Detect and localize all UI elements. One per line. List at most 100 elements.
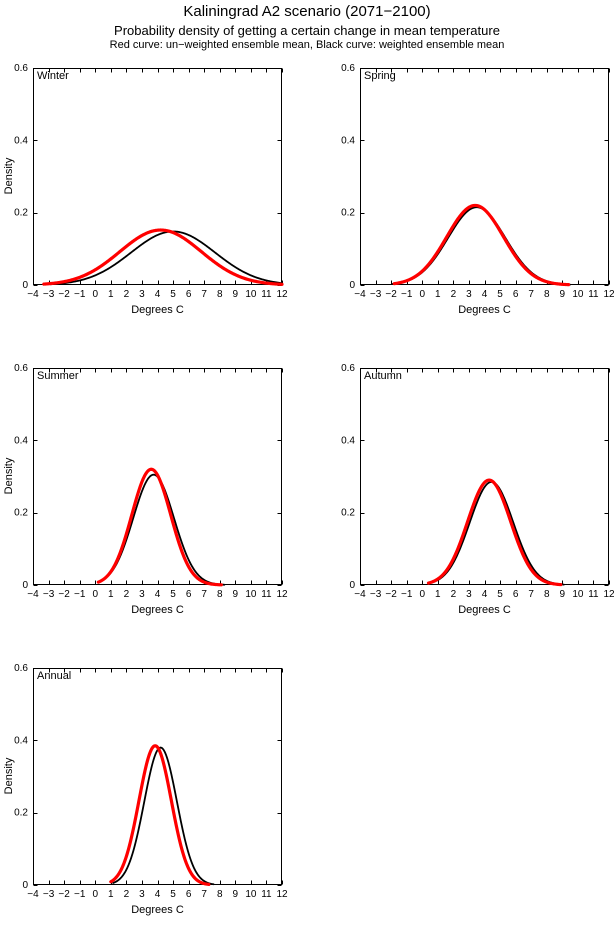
x-axis-label: Degrees C [131,304,184,316]
x-tick-label: 3 [139,589,145,600]
panel-annual: −4 −3 −2 −1 0 1 2 3 4 5 6 7 8 9 10 11 12 0 0.2 0.4 0.6 Annua… [3,663,288,916]
y-tick-label: 0.6 [14,363,28,374]
x-tick-label: 1 [108,289,114,300]
density-curve-black [430,481,565,586]
x-axis-label: Degrees C [131,904,184,916]
x-tick-label: 11 [588,289,599,300]
panel-title-annual: Annual [37,670,72,682]
panel-summer: −4 −3 −2 −1 0 1 2 3 4 5 6 7 8 9 10 11 12 0 0.2 0.4 0.6 Summe… [3,363,288,616]
x-tick-label: 6 [513,289,519,300]
x-tick-label: 1 [108,889,114,900]
x-tick-label: −3 [43,589,55,600]
density-curve-red [109,744,211,887]
x-tick-label: −4 [27,289,39,300]
x-tick-label: 7 [528,289,534,300]
plot-frame [33,68,282,285]
y-tick-label: 0 [22,280,28,291]
y-tick-label: 0.6 [14,63,28,74]
x-tick-label: 12 [603,289,614,300]
panel-winter: −4 −3 −2 −1 0 1 2 3 4 5 6 7 8 9 10 11 12 0 0.2 0.4 0.6 Winte… [3,63,288,316]
x-tick-label: 7 [201,889,207,900]
y-tick-label: 0 [22,580,28,591]
x-tick-label: −1 [74,889,86,900]
y-tick-label: 0.4 [341,135,355,146]
x-tick-label: 5 [170,889,176,900]
density-curve-red [426,478,563,587]
x-tick-label: 3 [139,289,145,300]
x-tick-label: 3 [139,889,145,900]
y-axis-label: Density [3,757,15,795]
x-tick-label: 9 [233,289,239,300]
x-tick-label: 9 [233,889,239,900]
x-tick-label: 10 [245,589,257,600]
plot-frame [33,668,282,885]
x-tick-label: 5 [497,589,503,600]
x-tick-label: 0 [92,589,98,600]
x-tick-label: 8 [544,589,550,600]
y-tick-label: 0.4 [14,735,28,746]
x-tick-label: −4 [354,289,366,300]
y-tick-label: 0.2 [14,808,28,819]
x-tick-label: 4 [155,589,161,600]
x-tick-label: 10 [245,889,257,900]
plot-frame [33,368,282,585]
y-tick-label: 0 [349,580,355,591]
x-tick-label: 12 [276,589,288,600]
y-tick-label: 0 [22,880,28,891]
x-tick-label: −4 [27,889,39,900]
y-tick-label: 0.4 [341,435,355,446]
x-tick-label: 2 [124,889,130,900]
x-tick-label: −2 [58,289,70,300]
x-tick-label: 12 [603,589,614,600]
x-tick-label: 5 [170,589,176,600]
y-axis-label: Density [3,457,15,495]
panel-autumn: −4 −3 −2 −1 0 1 2 3 4 5 6 7 8 9 10 11 12 0 0.2 0.4 0.6 Autum… [341,363,614,616]
x-tick-label: −4 [27,589,39,600]
x-tick-label: 8 [217,289,223,300]
x-tick-label: 4 [155,889,161,900]
x-tick-label: 10 [245,289,257,300]
x-tick-label: 8 [217,589,223,600]
density-curve-red [42,228,284,286]
x-tick-label: 7 [201,289,207,300]
x-tick-label: 0 [419,589,425,600]
panel-title-winter: Winter [37,70,69,82]
x-tick-label: 1 [435,289,441,300]
x-tick-label: −1 [74,589,86,600]
x-tick-label: −2 [58,589,70,600]
panel-title-autumn: Autumn [364,370,402,382]
x-tick-label: −1 [401,589,413,600]
x-tick-label: 8 [217,889,223,900]
y-tick-label: 0.2 [14,208,28,219]
x-tick-label: −2 [385,589,397,600]
x-tick-label: 11 [261,889,272,900]
x-tick-label: 2 [451,589,457,600]
x-tick-label: 7 [201,589,207,600]
x-tick-label: −3 [370,589,382,600]
figure-legend-note: Red curve: un−weighted ensemble mean, Bl… [109,39,505,51]
density-curve-black [99,473,226,586]
x-tick-label: 11 [261,289,272,300]
x-tick-label: 3 [466,589,472,600]
x-tick-label: 12 [276,289,288,300]
x-tick-label: 1 [108,589,114,600]
x-tick-label: 4 [482,289,488,300]
x-tick-label: 12 [276,889,288,900]
x-tick-label: 11 [588,589,599,600]
y-tick-label: 0.6 [14,663,28,674]
x-tick-label: 8 [544,289,550,300]
y-tick-label: 0.4 [14,135,28,146]
x-tick-label: 11 [261,589,272,600]
x-tick-label: 4 [155,289,161,300]
x-tick-label: −3 [43,889,55,900]
y-tick-label: 0.4 [14,435,28,446]
density-curve-red [96,467,223,587]
x-axis-label: Degrees C [458,604,511,616]
x-tick-label: 3 [466,289,472,300]
x-axis-label: Degrees C [458,304,511,316]
